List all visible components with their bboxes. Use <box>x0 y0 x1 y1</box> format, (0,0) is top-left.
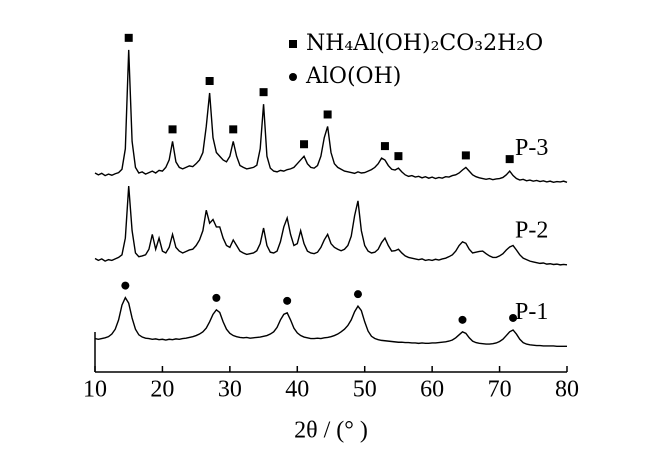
series-label: P-3 <box>515 135 548 161</box>
legend-label: AlO(OH) <box>305 64 401 89</box>
xrd-pattern <box>94 296 567 348</box>
peak-marker <box>394 152 403 161</box>
legend-label: NH₄Al(OH)₂CO₃2H₂O <box>306 31 543 56</box>
x-tick-label: 20 <box>150 377 174 403</box>
legend-marker <box>289 40 297 48</box>
x-tick-label: 30 <box>218 377 242 403</box>
peak-marker <box>323 110 332 119</box>
x-axis-label: 2θ / (° ) <box>294 418 368 444</box>
peak-marker <box>353 290 362 299</box>
peak-marker <box>212 293 221 302</box>
peak-marker <box>300 140 309 149</box>
peak-marker <box>121 281 130 290</box>
peak-marker <box>380 142 389 151</box>
peak-marker <box>259 88 268 97</box>
xrd-pattern <box>94 185 568 266</box>
peak-marker <box>461 151 470 160</box>
x-tick-label: 60 <box>420 377 444 403</box>
x-tick-label: 80 <box>555 377 579 403</box>
peak-marker <box>283 296 292 305</box>
x-tick-label: 10 <box>83 377 107 403</box>
series-label: P-2 <box>515 217 548 243</box>
legend-marker <box>289 73 297 81</box>
peak-marker <box>229 125 238 134</box>
x-tick-label: 70 <box>488 377 512 403</box>
series-label: P-1 <box>515 299 548 325</box>
x-tick-label: 40 <box>285 377 309 403</box>
peak-marker <box>505 155 514 164</box>
peak-marker <box>458 315 467 324</box>
peak-marker <box>168 125 177 134</box>
x-tick-label: 50 <box>353 377 377 403</box>
peak-marker <box>509 313 518 322</box>
peak-marker <box>124 33 133 42</box>
xrd-pattern <box>94 49 568 184</box>
peak-marker <box>205 77 214 85</box>
